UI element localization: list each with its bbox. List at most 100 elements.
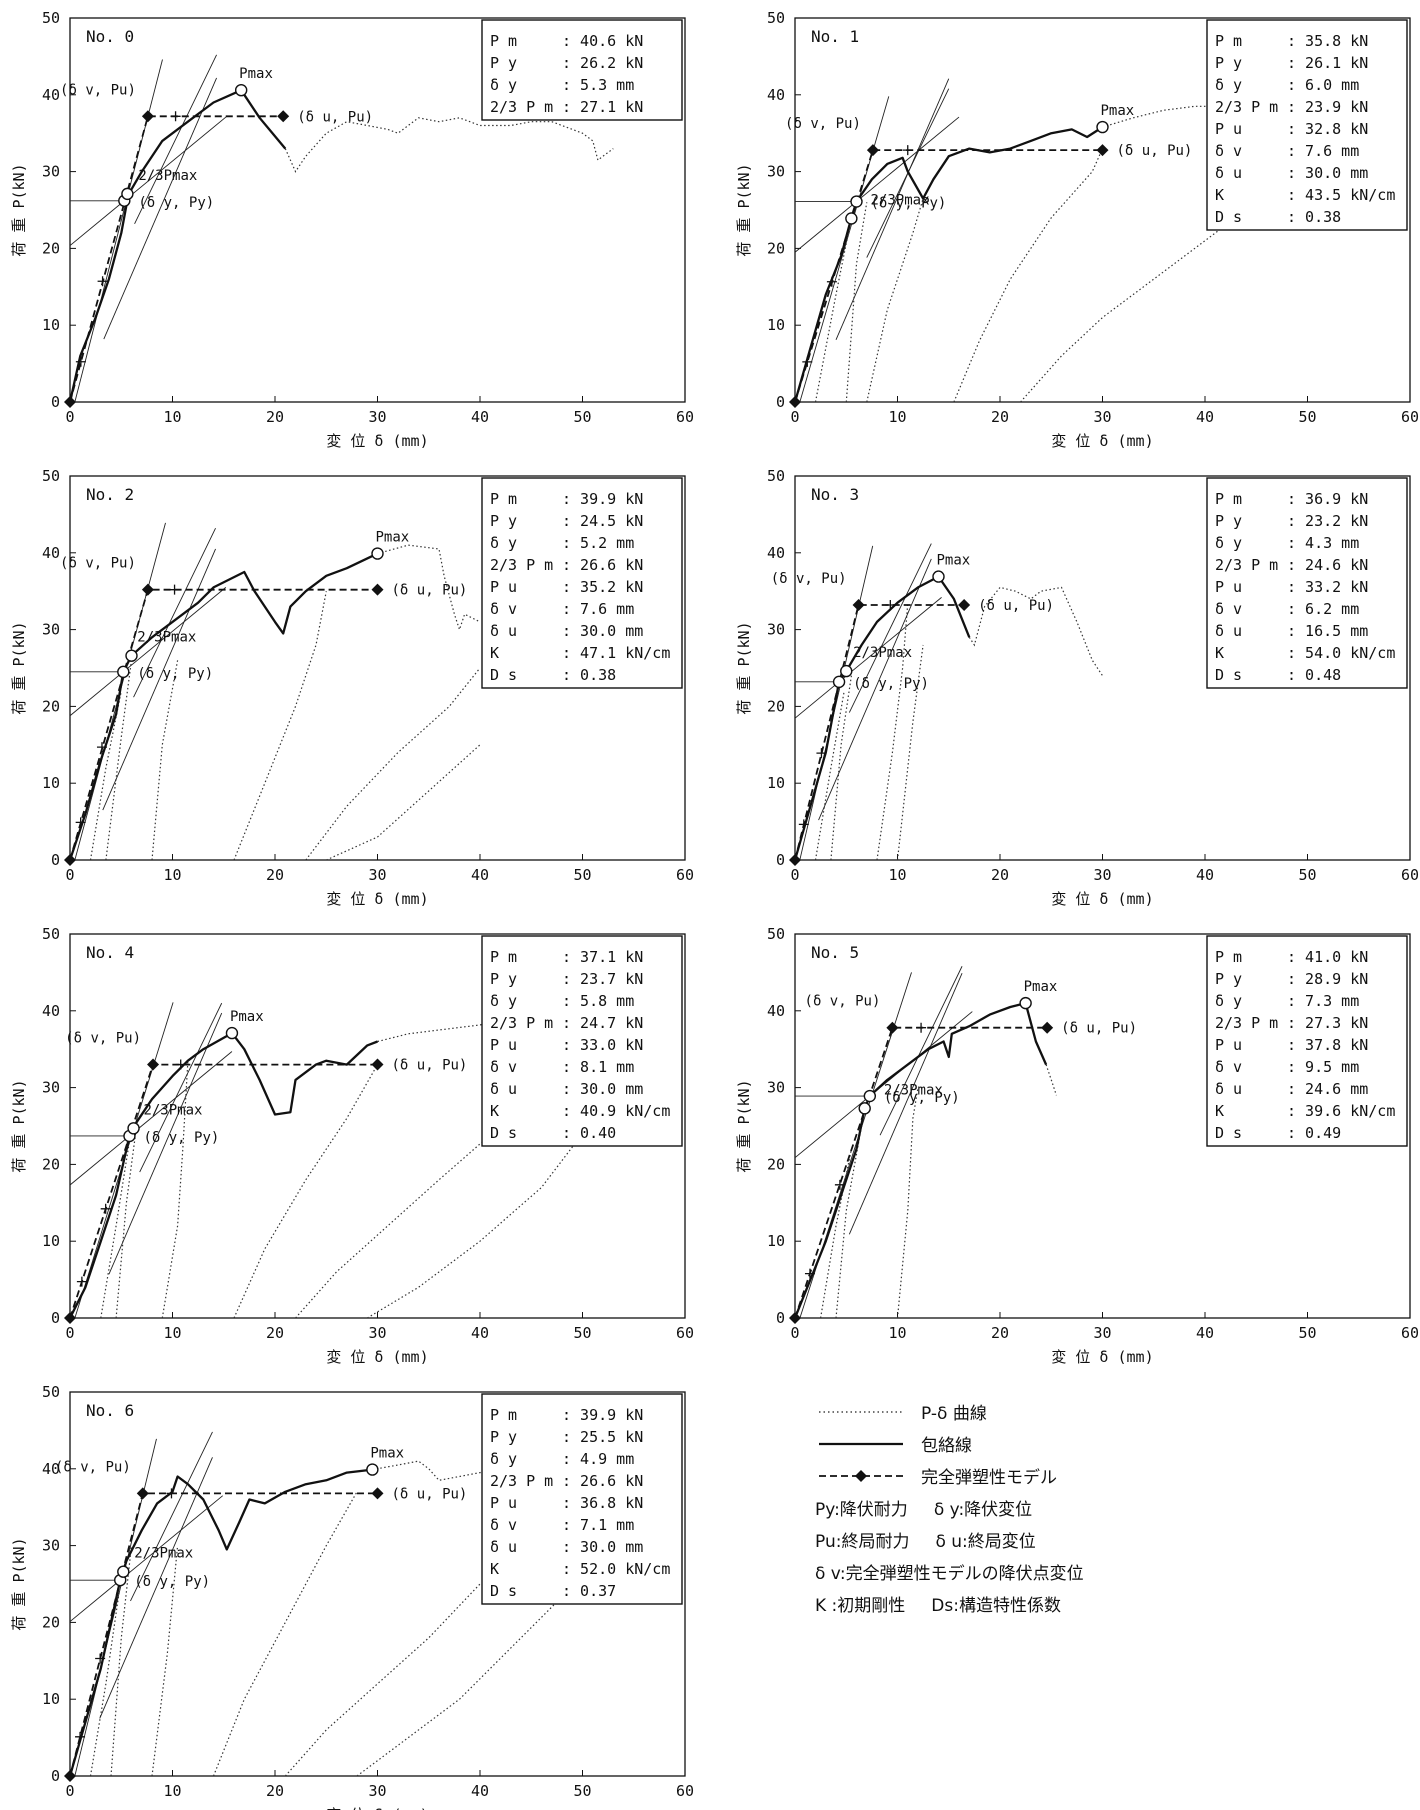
p-delta-curve bbox=[233, 591, 327, 860]
x-axis-label: 変 位 δ (mm) bbox=[1051, 1348, 1153, 1366]
stats-key: δ u bbox=[490, 1538, 517, 1556]
x-axis-label: 変 位 δ (mm) bbox=[326, 432, 428, 450]
p-delta-curve bbox=[876, 602, 909, 860]
x-tick-label: 0 bbox=[790, 408, 799, 426]
y-tick-label: 30 bbox=[767, 1079, 785, 1097]
dy-py-label: (δ y, Py) bbox=[853, 676, 929, 692]
dv-pu-label: (δ v, Pu) bbox=[805, 994, 881, 1010]
x-tick-label: 50 bbox=[573, 866, 591, 884]
origin-marker bbox=[789, 1312, 801, 1324]
plus-marker bbox=[804, 1268, 815, 1279]
p-delta-curve bbox=[284, 1583, 481, 1776]
stats-value: : 47.1 kN/cm bbox=[562, 644, 670, 662]
origin-marker bbox=[789, 396, 801, 408]
dv-pu-label: (δ v, Pu) bbox=[55, 1459, 131, 1475]
tangent-line bbox=[134, 54, 217, 225]
stats-value: : 30.0 mm bbox=[1287, 164, 1368, 182]
elasto-plastic-model bbox=[795, 604, 965, 860]
pmax-label: Pmax bbox=[370, 1446, 404, 1462]
du-pu-label: (δ u, Pu) bbox=[1061, 1021, 1137, 1037]
stats-key: D s bbox=[1215, 208, 1242, 226]
x-tick-label: 60 bbox=[676, 1324, 694, 1342]
envelope-curve bbox=[795, 1001, 1048, 1318]
dv-pu-marker bbox=[141, 110, 154, 123]
dv-pu-marker bbox=[852, 599, 865, 612]
elasto-plastic-model bbox=[70, 588, 378, 860]
plus-marker bbox=[802, 356, 813, 367]
x-tick-label: 50 bbox=[1298, 408, 1316, 426]
stats-key: δ u bbox=[490, 1080, 517, 1098]
two-thirds-pmax-label: 2/3Pmax bbox=[138, 168, 197, 184]
stats-key: P u bbox=[490, 1494, 517, 1512]
x-tick-label: 0 bbox=[790, 866, 799, 884]
two-thirds-pmax-marker bbox=[117, 1565, 130, 1578]
tangent-line bbox=[130, 1431, 213, 1602]
du-pu-label: (δ u, Pu) bbox=[297, 109, 373, 125]
plus-marker bbox=[97, 276, 108, 287]
x-tick-label: 0 bbox=[790, 1324, 799, 1342]
stats-key: δ v bbox=[1215, 1058, 1242, 1076]
y-tick-label: 10 bbox=[767, 1232, 785, 1250]
stats-value: : 37.1 kN bbox=[562, 948, 643, 966]
legend-def-a: δ v:完全弾塑性モデルの降伏点変位 bbox=[815, 1563, 1084, 1584]
plus-marker bbox=[75, 1731, 86, 1742]
stats-key: 2/3 P m bbox=[1215, 556, 1278, 574]
x-tick-label: 20 bbox=[266, 1782, 284, 1800]
two-thirds-pmax-label: 2/3Pmax bbox=[137, 630, 196, 646]
stats-key: δ v bbox=[490, 1058, 517, 1076]
legend-def-row: δ v:完全弾塑性モデルの降伏点変位 bbox=[815, 1555, 1255, 1587]
panel-id-label: No. 6 bbox=[86, 1401, 134, 1420]
x-tick-label: 0 bbox=[65, 866, 74, 884]
stats-value: : 7.1 mm bbox=[562, 1516, 634, 1534]
stats-value: : 4.9 mm bbox=[562, 1450, 634, 1468]
x-tick-label: 60 bbox=[1401, 866, 1419, 884]
stats-key: P m bbox=[1215, 948, 1242, 966]
x-tick-label: 60 bbox=[1401, 1324, 1419, 1342]
stats-value: : 16.5 mm bbox=[1287, 622, 1368, 640]
x-tick-label: 50 bbox=[1298, 866, 1316, 884]
chart-panel: 0 10 20 30 40 50 60 0 10 20 30 40 50 変 位 δ (mm) 荷 重 P(… bbox=[10, 1383, 694, 1810]
tangent-line bbox=[795, 116, 960, 253]
envelope-curve bbox=[70, 89, 287, 402]
plus-marker bbox=[916, 1022, 927, 1033]
envelope-curve bbox=[795, 126, 1104, 402]
stats-value: : 37.8 kN bbox=[1287, 1036, 1368, 1054]
p-delta-curve bbox=[1045, 1064, 1057, 1096]
stats-key: P y bbox=[490, 54, 517, 72]
stats-value: : 24.7 kN bbox=[562, 1014, 643, 1032]
p-delta-curve bbox=[326, 744, 481, 860]
du-pu-marker bbox=[1041, 1021, 1054, 1034]
dv-pu-label: (δ v, Pu) bbox=[771, 571, 847, 587]
y-axis-label: 荷 重 P(kN) bbox=[735, 621, 753, 714]
y-tick-label: 50 bbox=[42, 467, 60, 485]
y-tick-label: 40 bbox=[767, 86, 785, 104]
stats-key: 2/3 P m bbox=[490, 98, 553, 116]
stats-value: : 25.5 kN bbox=[562, 1428, 643, 1446]
y-tick-label: 0 bbox=[51, 393, 60, 411]
stats-value: : 41.0 kN bbox=[1287, 948, 1368, 966]
dy-py-label: (δ y, Py) bbox=[137, 666, 213, 682]
two-thirds-pmax-marker bbox=[840, 664, 853, 678]
two-thirds-pmax-label: 2/3Pmax bbox=[853, 645, 912, 661]
du-pu-label: (δ u, Pu) bbox=[392, 1058, 468, 1074]
dy-py-marker bbox=[863, 1089, 877, 1103]
x-tick-label: 20 bbox=[266, 1324, 284, 1342]
x-tick-label: 10 bbox=[163, 1324, 181, 1342]
dv-pu-marker bbox=[136, 1487, 149, 1500]
stats-value: : 5.8 mm bbox=[562, 992, 634, 1010]
x-tick-label: 20 bbox=[991, 866, 1009, 884]
legend-def-b: Ds:構造特性係数 bbox=[931, 1595, 1061, 1616]
x-tick-label: 40 bbox=[1196, 866, 1214, 884]
legend-def-row: K :初期剛性 Ds:構造特性係数 bbox=[815, 1587, 1255, 1619]
stats-key: K bbox=[1215, 186, 1224, 204]
dy-py-label: (δ y, Py) bbox=[134, 1574, 210, 1590]
y-tick-label: 50 bbox=[767, 925, 785, 943]
plus-marker bbox=[885, 600, 896, 611]
stats-key: δ y bbox=[490, 534, 517, 552]
chart-panel: 0 10 20 30 40 50 60 0 10 20 30 40 50 変 位 δ (mm) 荷 重 P(… bbox=[735, 9, 1419, 450]
legend-def-b: δ y:降伏変位 bbox=[933, 1499, 1033, 1520]
stats-box bbox=[1206, 477, 1408, 689]
p-delta-curve bbox=[820, 1148, 852, 1318]
p-delta-curve bbox=[377, 1021, 501, 1043]
stats-key: K bbox=[1215, 1102, 1224, 1120]
